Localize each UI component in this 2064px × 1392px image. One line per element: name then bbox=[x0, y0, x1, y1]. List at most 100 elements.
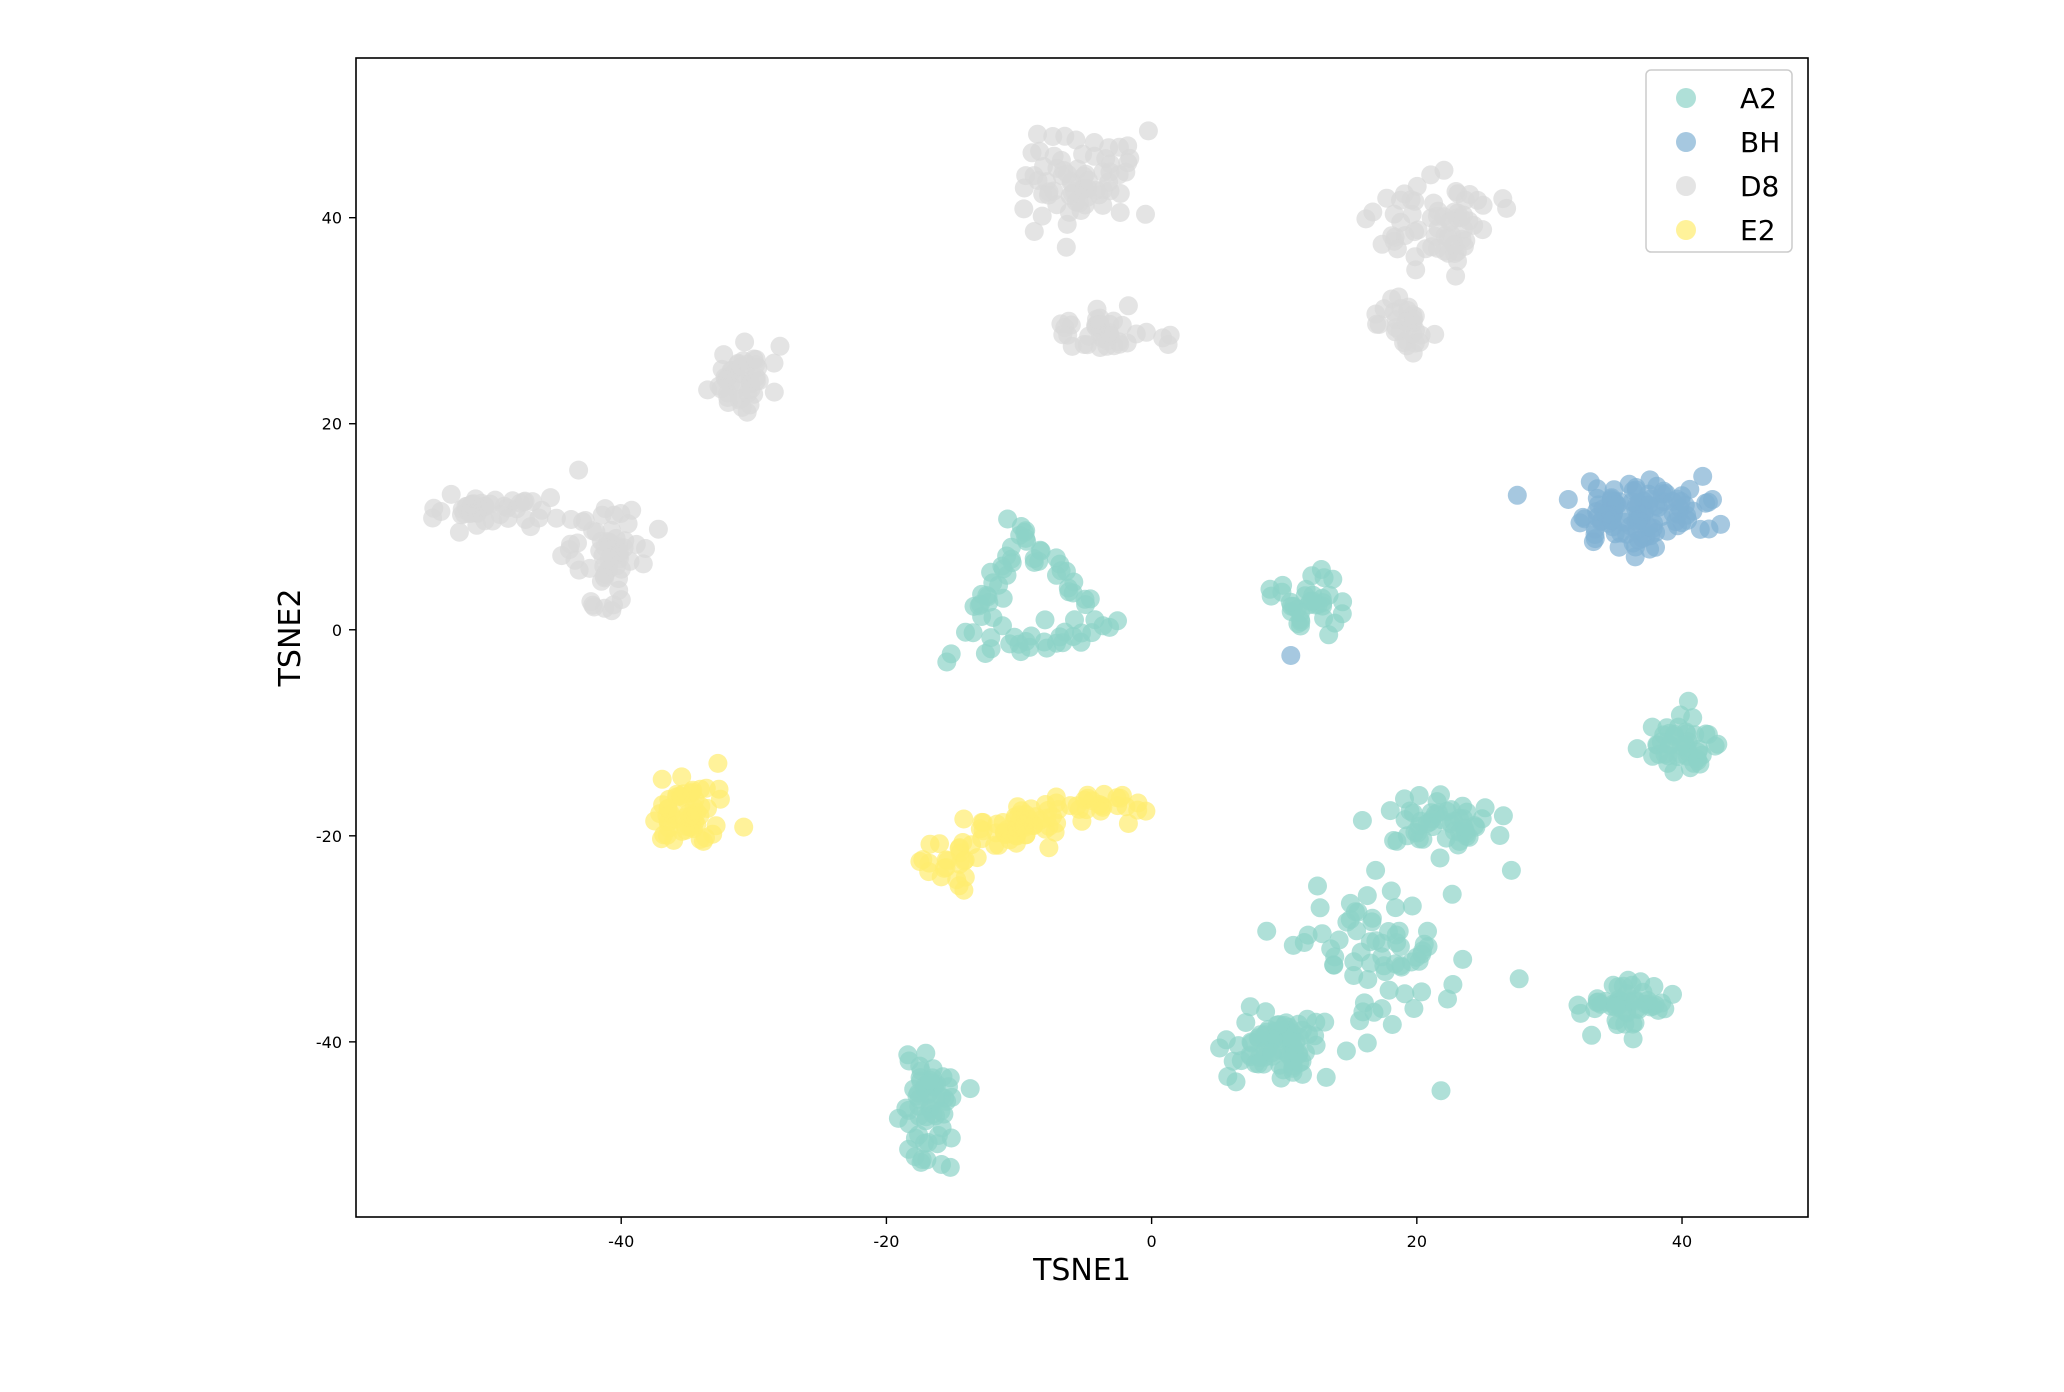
data-point-e2 bbox=[1118, 814, 1138, 833]
data-point-d8 bbox=[1033, 184, 1053, 204]
data-point-a2 bbox=[1226, 1072, 1246, 1092]
legend: A2 BH D8 E2 bbox=[1645, 69, 1793, 253]
data-point-e2 bbox=[1046, 787, 1066, 807]
data-point-d8 bbox=[1024, 222, 1044, 241]
data-point-a2 bbox=[1413, 829, 1433, 849]
data-point-a2 bbox=[1303, 591, 1322, 611]
data-point-a2 bbox=[1678, 691, 1698, 711]
data-point-e2 bbox=[1045, 822, 1065, 842]
y-axis-ticks: -40 -20 0 20 40 bbox=[316, 209, 356, 1052]
data-point-bh bbox=[1558, 490, 1578, 509]
data-point-a2 bbox=[1035, 610, 1055, 630]
data-point-a2 bbox=[1312, 924, 1332, 944]
series-e2 bbox=[645, 753, 1156, 900]
data-point-e2 bbox=[672, 767, 692, 787]
data-point-a2 bbox=[1058, 578, 1078, 598]
data-point-e2 bbox=[985, 835, 1005, 855]
data-point-a2 bbox=[1501, 860, 1521, 880]
data-point-a2 bbox=[1314, 608, 1334, 628]
data-point-d8 bbox=[1056, 237, 1076, 257]
data-point-a2 bbox=[1664, 762, 1684, 782]
data-point-d8 bbox=[1078, 335, 1097, 355]
data-point-a2 bbox=[1663, 984, 1682, 1004]
data-point-d8 bbox=[611, 504, 631, 523]
data-point-a2 bbox=[1319, 625, 1339, 645]
data-point-e2 bbox=[710, 789, 730, 809]
y-tick-label: -20 bbox=[316, 827, 342, 846]
data-point-a2 bbox=[1350, 1011, 1370, 1031]
data-point-a2 bbox=[1251, 1025, 1270, 1045]
data-point-a2 bbox=[1395, 789, 1414, 809]
data-point-a2 bbox=[1329, 930, 1349, 950]
data-point-a2 bbox=[1623, 1014, 1643, 1034]
data-point-e2 bbox=[1016, 805, 1036, 824]
data-point-a2 bbox=[1430, 848, 1450, 868]
data-point-a2 bbox=[909, 1125, 929, 1145]
data-point-bh bbox=[1601, 505, 1621, 525]
data-point-bh bbox=[1678, 510, 1698, 530]
data-point-a2 bbox=[1642, 717, 1662, 737]
data-point-d8 bbox=[1024, 166, 1044, 186]
data-point-d8 bbox=[561, 510, 581, 529]
data-point-a2 bbox=[1493, 806, 1513, 826]
data-point-d8 bbox=[1425, 324, 1445, 344]
data-point-a2 bbox=[1352, 811, 1372, 830]
data-point-d8 bbox=[1136, 204, 1155, 224]
data-point-a2 bbox=[1347, 921, 1367, 941]
data-point-a2 bbox=[1308, 876, 1327, 896]
data-point-d8 bbox=[1014, 199, 1034, 219]
data-point-e2 bbox=[1136, 801, 1156, 821]
data-point-a2 bbox=[1623, 1029, 1643, 1049]
data-point-a2 bbox=[1366, 931, 1386, 951]
data-point-a2 bbox=[960, 1079, 980, 1099]
data-point-d8 bbox=[1090, 315, 1110, 335]
data-point-a2 bbox=[1344, 966, 1364, 985]
data-point-a2 bbox=[909, 1089, 929, 1109]
data-point-d8 bbox=[1405, 247, 1425, 267]
data-point-d8 bbox=[1421, 165, 1441, 185]
data-point-d8 bbox=[569, 460, 589, 480]
data-point-a2 bbox=[920, 1070, 940, 1090]
data-point-a2 bbox=[917, 1150, 937, 1170]
data-point-a2 bbox=[1357, 1033, 1377, 1053]
data-point-d8 bbox=[599, 549, 619, 568]
data-point-e2 bbox=[1039, 838, 1059, 858]
data-point-d8 bbox=[591, 571, 611, 591]
data-point-a2 bbox=[1448, 835, 1468, 855]
data-point-d8 bbox=[546, 508, 566, 528]
data-point-d8 bbox=[1404, 309, 1424, 329]
data-point-d8 bbox=[586, 522, 606, 542]
data-point-d8 bbox=[1086, 180, 1106, 200]
x-tick-label: 20 bbox=[1407, 1232, 1427, 1251]
data-point-a2 bbox=[1671, 736, 1691, 756]
data-point-a2 bbox=[1658, 746, 1678, 766]
data-point-d8 bbox=[498, 508, 518, 528]
data-point-bh bbox=[1629, 530, 1649, 550]
x-tick-label: -20 bbox=[873, 1232, 899, 1251]
data-point-d8 bbox=[604, 595, 623, 615]
data-point-bh bbox=[1693, 466, 1713, 486]
data-point-a2 bbox=[1050, 627, 1070, 647]
data-point-a2 bbox=[1381, 881, 1401, 901]
data-point-bh bbox=[1699, 519, 1719, 539]
data-point-a2 bbox=[1366, 860, 1386, 880]
data-point-bh bbox=[1651, 507, 1671, 527]
plot-area-frame bbox=[355, 57, 1809, 1218]
data-point-a2 bbox=[1273, 1060, 1293, 1080]
data-point-a2 bbox=[1323, 569, 1343, 589]
data-point-d8 bbox=[1028, 124, 1047, 144]
data-point-d8 bbox=[569, 560, 589, 580]
x-tick-label: 40 bbox=[1672, 1232, 1692, 1251]
data-point-d8 bbox=[733, 351, 753, 371]
data-point-d8 bbox=[1109, 165, 1129, 185]
series-bh bbox=[1281, 466, 1731, 665]
data-point-d8 bbox=[1493, 189, 1513, 209]
data-point-d8 bbox=[1093, 195, 1113, 215]
data-point-a2 bbox=[1051, 561, 1071, 581]
data-point-e2 bbox=[1067, 796, 1087, 816]
data-point-a2 bbox=[1472, 809, 1492, 829]
data-point-a2 bbox=[983, 608, 1003, 627]
data-point-a2 bbox=[1622, 975, 1642, 995]
data-point-e2 bbox=[1072, 811, 1092, 831]
